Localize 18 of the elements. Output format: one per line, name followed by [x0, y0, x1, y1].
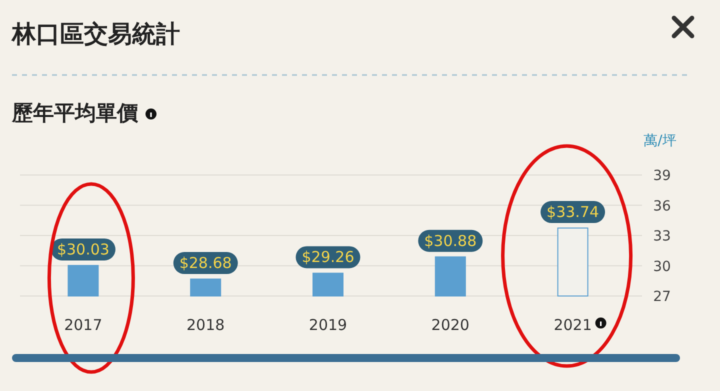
- y-tick-label: 30: [653, 258, 671, 275]
- y-tick-label: 36: [653, 198, 671, 214]
- x-tick-label: 2017: [64, 316, 102, 334]
- data-label: $30.88: [424, 232, 477, 250]
- y-tick-label: 33: [653, 228, 671, 244]
- x-tick-label: 2018: [186, 316, 225, 334]
- y-tick-label: 39: [653, 168, 671, 184]
- x-tick-label: 2019: [308, 316, 348, 334]
- y-axis-title: 萬/坪: [644, 133, 676, 149]
- y-tick-label: 27: [653, 289, 671, 305]
- data-label: $29.26: [302, 248, 354, 266]
- data-label: $33.74: [546, 203, 600, 222]
- data-label: $28.68: [179, 254, 232, 272]
- data-label: $30.03: [56, 240, 110, 258]
- x-tick-label: 2020: [431, 316, 470, 334]
- x-tick-label: 2021: [554, 316, 592, 334]
- chart-subtitle: 歷年平均單價: [11, 101, 139, 125]
- chart-title: 林口區交易統計: [11, 20, 180, 48]
